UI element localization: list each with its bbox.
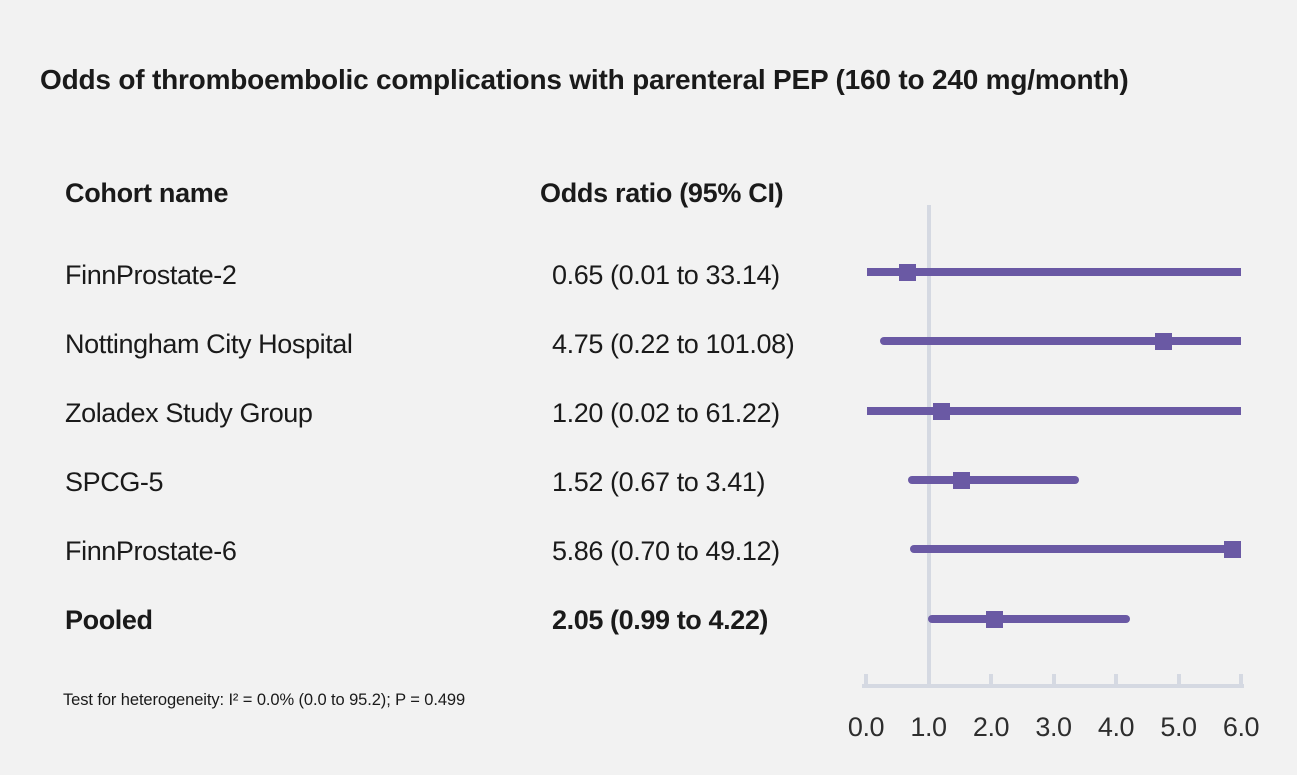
cohort-label: Zoladex Study Group (65, 398, 313, 428)
point-estimate-marker (986, 611, 1004, 628)
confidence-interval-line (909, 545, 1241, 553)
heterogeneity-test-note: Test for heterogeneity: I² = 0.0% (0.0 t… (63, 691, 466, 709)
pooled-label: Pooled (65, 605, 153, 635)
x-tick-label: 2.0 (972, 712, 1010, 742)
x-axis-tick (926, 674, 931, 684)
point-estimate-marker (933, 403, 950, 420)
pooled-odds-ratio-value: 2.05 (0.99 to 4.22) (552, 605, 769, 635)
confidence-interval-line (879, 337, 1241, 345)
x-axis-tick (864, 674, 868, 684)
x-tick-label: 0.0 (847, 712, 885, 742)
x-tick-label: 6.0 (1222, 712, 1260, 742)
column-header-odds-ratio: Odds ratio (95% CI) (540, 178, 784, 208)
confidence-interval-line (867, 407, 1241, 415)
odds-ratio-value: 1.52 (0.67 to 3.41) (552, 467, 766, 497)
x-axis-line (862, 684, 1244, 688)
odds-ratio-value: 5.86 (0.70 to 49.12) (552, 536, 780, 566)
confidence-interval-line (927, 615, 1130, 623)
confidence-interval-line (866, 268, 1241, 276)
odds-ratio-value: 1.20 (0.02 to 61.22) (552, 398, 780, 428)
x-tick-label: 5.0 (1160, 712, 1197, 742)
point-estimate-marker (953, 472, 970, 489)
x-axis-tick (989, 674, 993, 684)
cohort-label: SPCG-5 (65, 467, 164, 497)
column-header-cohort-name: Cohort name (65, 178, 229, 208)
odds-ratio-value: 4.75 (0.22 to 101.08) (552, 329, 795, 359)
x-tick-label: 1.0 (910, 712, 947, 742)
odds-ratio-value: 0.65 (0.01 to 33.14) (552, 260, 780, 290)
x-axis-tick (1176, 674, 1181, 684)
cohort-label: FinnProstate-6 (65, 536, 237, 566)
point-estimate-marker (898, 264, 916, 281)
point-estimate-marker (1154, 333, 1172, 350)
x-tick-label: 4.0 (1097, 712, 1135, 742)
x-tick-label: 3.0 (1035, 712, 1072, 742)
x-axis-tick (1114, 674, 1118, 684)
confidence-interval-line (907, 476, 1080, 484)
cohort-label: Nottingham City Hospital (65, 329, 353, 359)
reference-line-or-1 (926, 205, 931, 686)
figure-title: Odds of thromboembolic complications wit… (40, 64, 1129, 95)
x-axis-tick (1239, 674, 1243, 684)
x-axis-tick (1051, 674, 1056, 684)
point-estimate-marker (1224, 541, 1242, 558)
cohort-label: FinnProstate-2 (65, 260, 237, 290)
